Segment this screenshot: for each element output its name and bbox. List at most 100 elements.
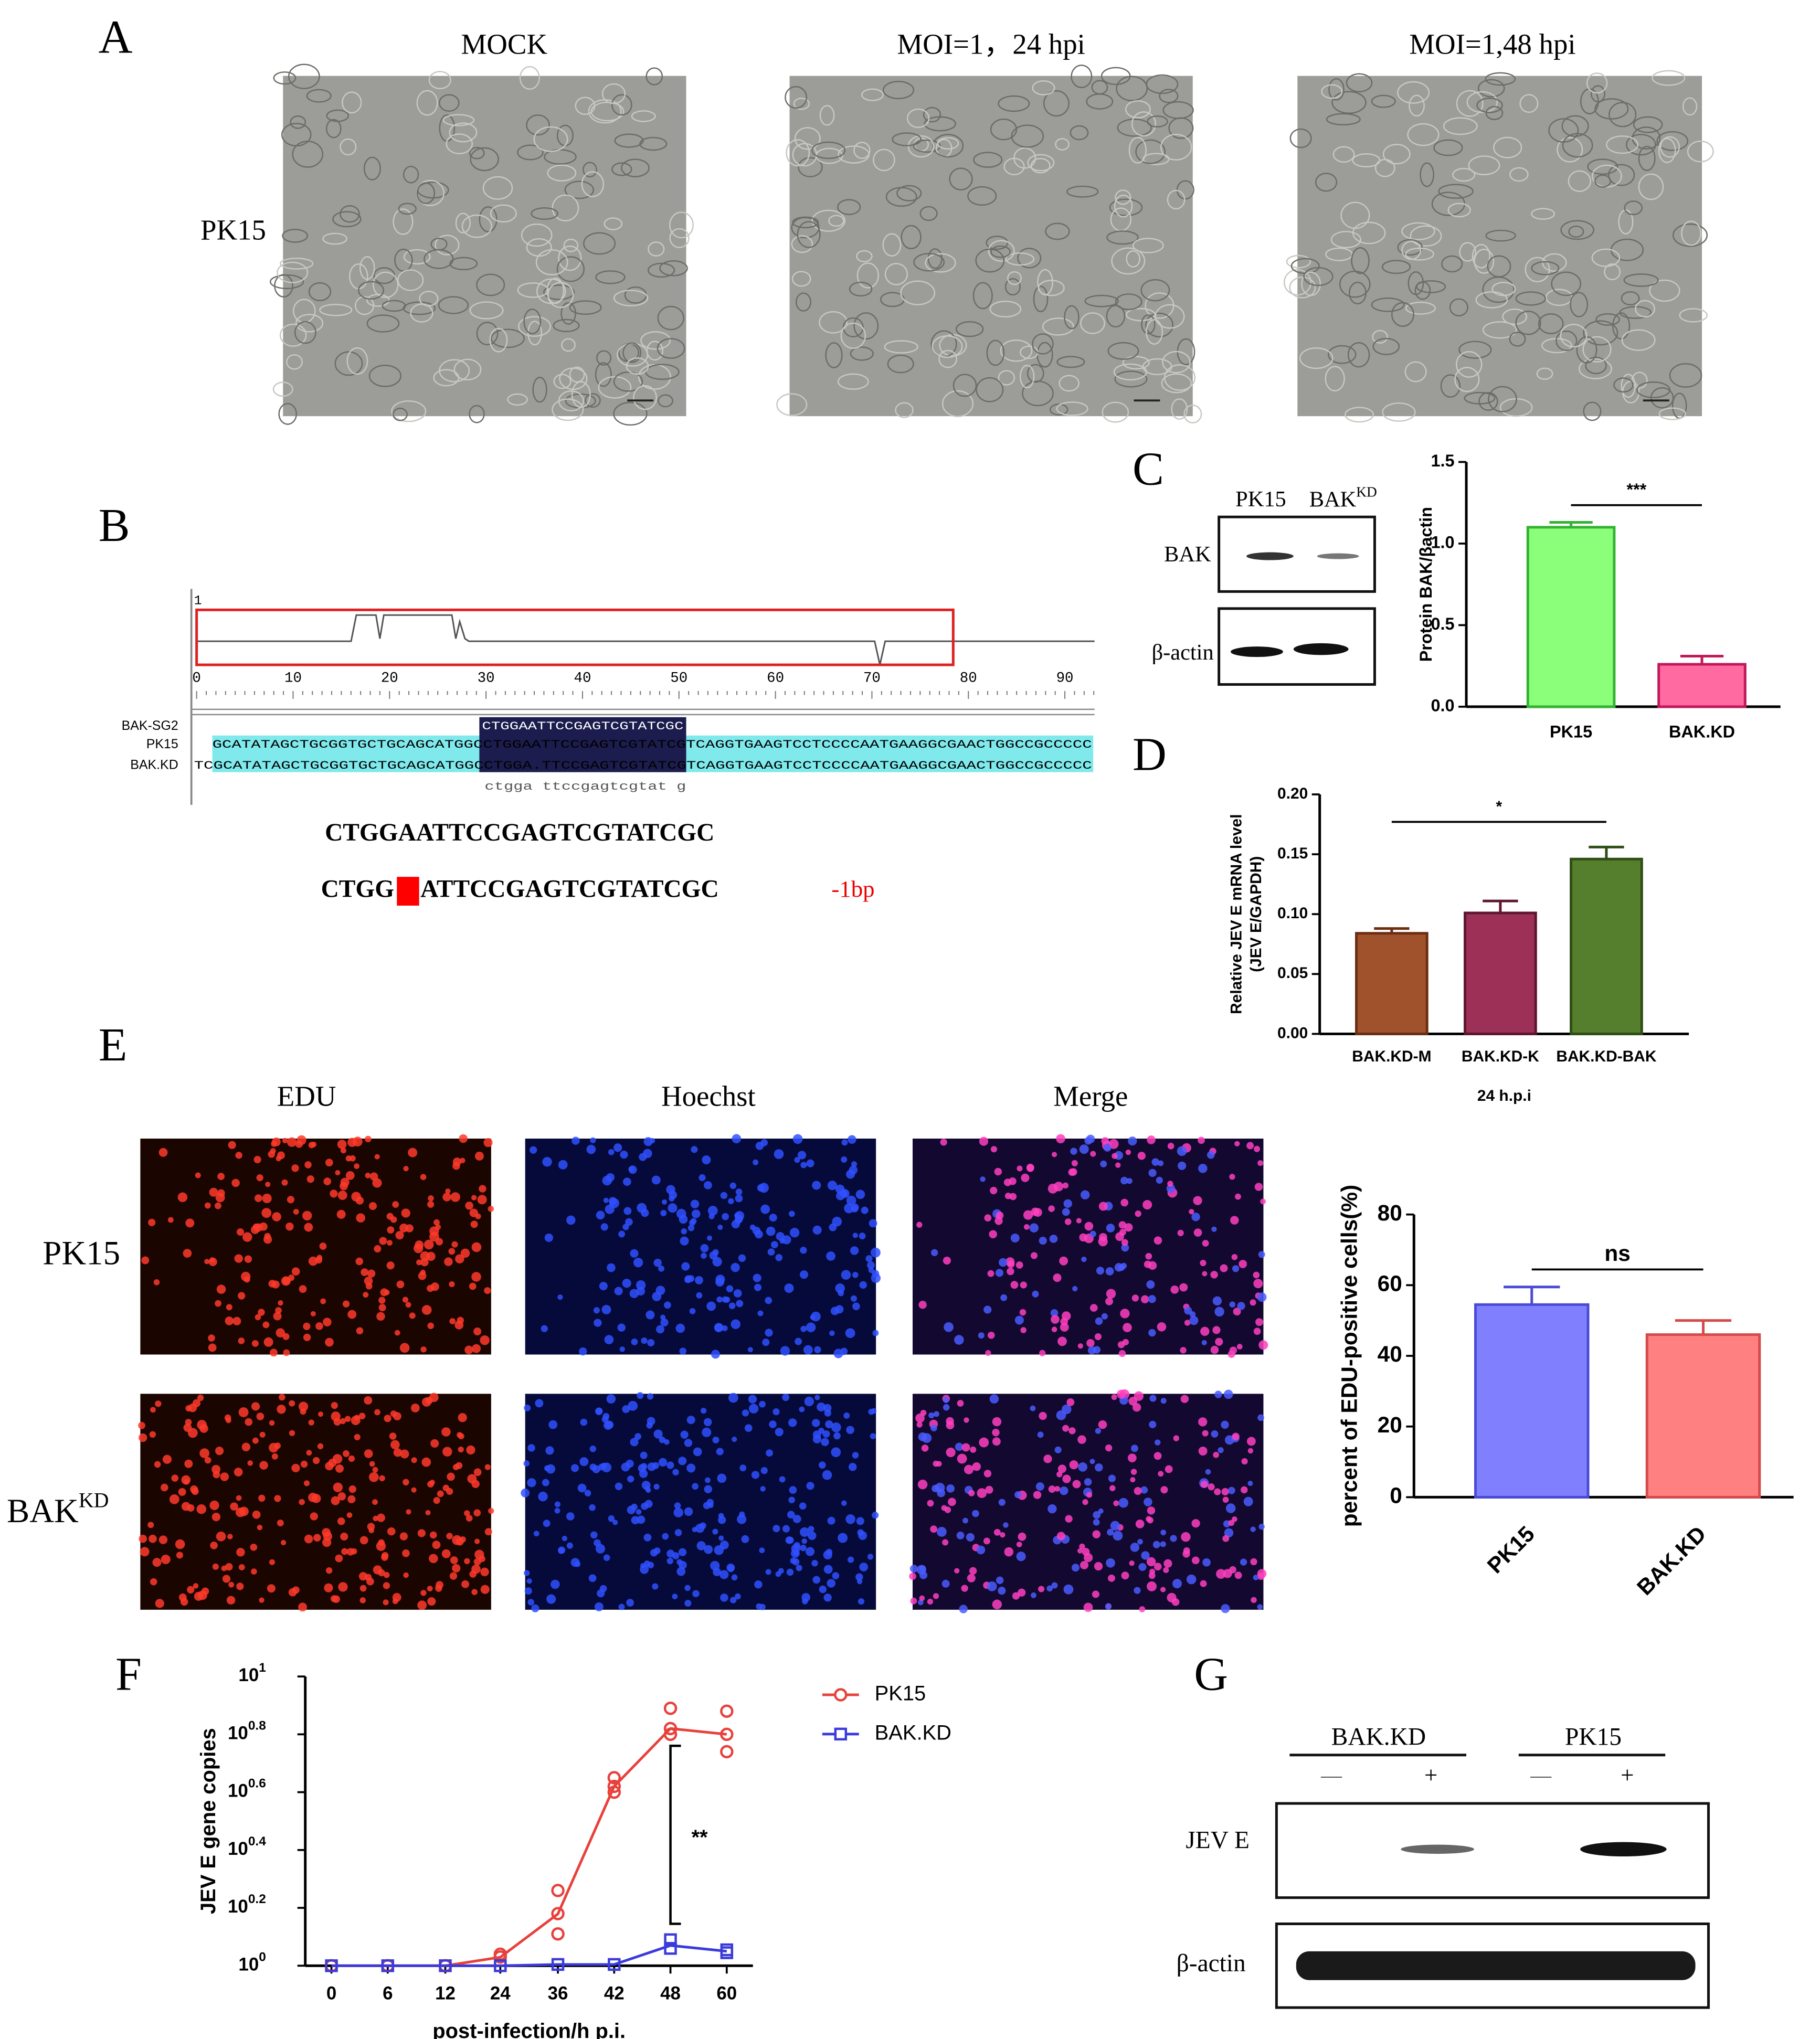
nucleus (228, 1581, 235, 1588)
nucleus (325, 1159, 333, 1167)
nucleus (948, 1498, 956, 1506)
nucleus (162, 1454, 172, 1464)
nucleus (706, 1499, 714, 1506)
cell (1032, 80, 1055, 95)
nucleus (867, 1554, 874, 1560)
nucleus (1160, 1587, 1166, 1592)
nucleus (1163, 1559, 1172, 1568)
cell (1562, 133, 1593, 158)
nucleus (251, 1402, 260, 1411)
nucleus (1160, 1541, 1166, 1547)
cell (1109, 198, 1143, 217)
cell (553, 318, 580, 333)
cell (479, 206, 498, 232)
ruler-label: 20 (381, 670, 398, 686)
nucleus (379, 1237, 387, 1245)
nucleus (1037, 1431, 1044, 1438)
nucleus (1214, 1390, 1222, 1398)
legend-label: PK15 (875, 1682, 926, 1705)
nucleus (732, 1134, 742, 1144)
cell (1438, 184, 1474, 199)
nucleus (735, 1593, 741, 1600)
band (1401, 1844, 1475, 1854)
nucleus (320, 1298, 326, 1304)
nucleus (401, 1208, 410, 1218)
nucleus (421, 1457, 431, 1467)
cell (1459, 242, 1476, 262)
nucleus (1146, 1516, 1152, 1522)
nucleus (643, 1533, 652, 1542)
nucleus (650, 1138, 655, 1143)
cell (438, 296, 469, 314)
nucleus (855, 1190, 865, 1199)
nucleus (636, 1280, 646, 1290)
nucleus (427, 1586, 433, 1592)
cell (882, 233, 902, 257)
nucleus (214, 1202, 221, 1209)
nucleus (432, 1541, 441, 1549)
nucleus (259, 1461, 268, 1470)
nucleus (1254, 1183, 1263, 1191)
y-tick-label: 1.5 (1431, 451, 1455, 470)
nucleus (570, 1464, 579, 1472)
nucleus (545, 1446, 554, 1455)
nucleus (850, 1246, 859, 1255)
nucleus (566, 1542, 573, 1549)
nucleus (365, 1172, 371, 1178)
cell (295, 314, 324, 333)
nucleus (209, 1257, 215, 1263)
cell (340, 205, 360, 223)
cell (1080, 312, 1105, 334)
nucleus (308, 1142, 315, 1149)
nucleus (1082, 1499, 1088, 1505)
nucleus (1250, 1299, 1256, 1306)
cell (811, 209, 846, 232)
significance-label: ns (1604, 1241, 1630, 1266)
nucleus (228, 1141, 236, 1149)
nucleus (674, 1529, 682, 1536)
nucleus (149, 1534, 157, 1543)
nucleus (622, 1405, 630, 1414)
nucleus (424, 1239, 434, 1250)
nucleus (872, 1330, 879, 1336)
nucleus (187, 1428, 198, 1438)
nucleus (169, 1494, 179, 1504)
ruler-label: 10 (284, 670, 302, 686)
band (1317, 553, 1359, 559)
nucleus (1253, 1279, 1263, 1289)
nucleus (442, 1447, 452, 1457)
nucleus (484, 1528, 492, 1536)
row-label: BAK (1164, 542, 1211, 567)
nucleus (976, 1545, 986, 1555)
cell (1687, 140, 1714, 163)
nucleus (850, 1295, 857, 1302)
y-axis-label: JEV E gene copies (197, 1728, 220, 1914)
nucleus (788, 1418, 797, 1427)
nucleus (1089, 1459, 1095, 1464)
cell (626, 357, 649, 375)
deletion-label: -1bp (831, 876, 874, 902)
nucleus (354, 1163, 359, 1169)
bar (1464, 911, 1537, 1035)
y-axis-label: Relative JEV E mRNA level (1228, 814, 1245, 1014)
cell (1351, 247, 1370, 274)
replicate-point (493, 1950, 507, 1964)
nucleus (488, 1507, 494, 1514)
nucleus (720, 1594, 728, 1602)
treatment: — (1530, 1763, 1552, 1787)
nucleus (1003, 1522, 1009, 1528)
cell (281, 123, 312, 147)
nucleus (178, 1488, 186, 1496)
nucleus (276, 1155, 282, 1162)
nucleus (244, 1255, 252, 1263)
nucleus (464, 1345, 473, 1354)
cell (913, 252, 945, 272)
nucleus (238, 1564, 245, 1570)
nucleus (138, 1433, 147, 1442)
cell (1027, 154, 1055, 172)
nucleus (660, 1209, 667, 1216)
nucleus (306, 1450, 312, 1456)
nucleus (295, 1140, 303, 1148)
nucleus (457, 1432, 463, 1438)
nucleus (588, 1574, 597, 1583)
